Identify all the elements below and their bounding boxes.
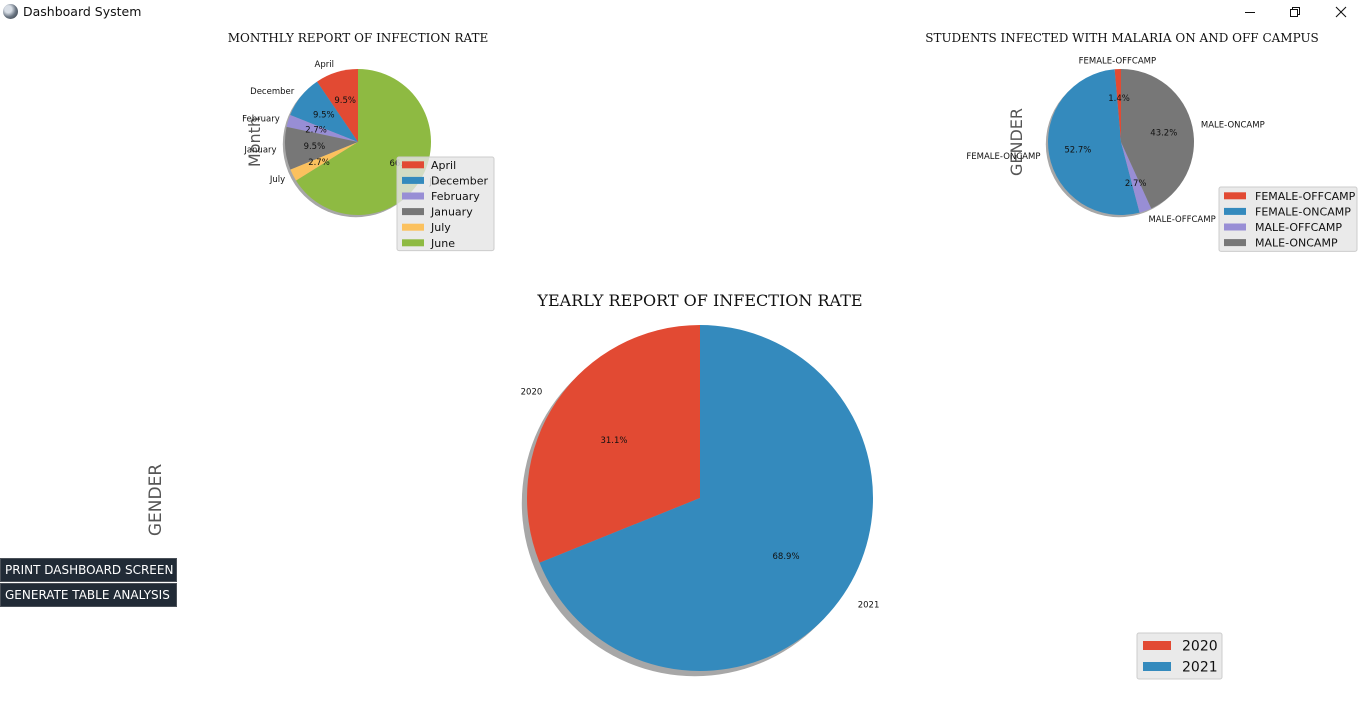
window-titlebar: Dashboard System <box>0 0 1366 24</box>
slice-label-female-oncamp: FEMALE-ONCAMP <box>966 152 1040 162</box>
gender-side-label: GENDER <box>146 464 166 536</box>
slice-label-april: April <box>315 60 334 70</box>
monthly-infection-pie-chart: MONTHLY REPORT OF INFECTION RATE Month 9.5… <box>200 28 520 263</box>
legend-swatch-december <box>402 176 424 184</box>
legend-entry-april: April <box>431 159 456 172</box>
pie-slice-male-oncamp <box>1121 69 1194 209</box>
pct-label-december: 9.5% <box>313 111 335 121</box>
legend-swatch-male-oncamp <box>1224 239 1246 247</box>
chart-title: STUDENTS INFECTED WITH MALARIA ON AND OF… <box>925 31 1319 45</box>
pie-slice-december <box>290 81 358 142</box>
pct-label-april: 9.5% <box>334 96 356 106</box>
slice-label-january: January <box>243 145 276 155</box>
pct-label-female-oncamp: 52.7% <box>1064 146 1091 156</box>
pct-label-male-oncamp: 43.2% <box>1150 129 1177 139</box>
print-dashboard-button[interactable]: PRINT DASHBOARD SCREEN <box>0 558 177 582</box>
slice-label-female-offcamp: FEMALE-OFFCAMP <box>1079 56 1157 66</box>
legend-entry-june: June <box>430 237 455 250</box>
close-button[interactable] <box>1318 0 1364 24</box>
legend-entry-july: July <box>430 221 451 234</box>
chart-legend: 2020 2021 <box>1136 632 1223 680</box>
slice-label-february: February <box>242 114 280 124</box>
legend-entry-male-offcamp: MALE-OFFCAMP <box>1255 221 1342 234</box>
chart-legend: FEMALE-OFFCAMP FEMALE-ONCAMP MALE-OFFCAMP M… <box>1218 186 1358 252</box>
legend-box <box>1218 186 1358 252</box>
legend-swatch-june <box>402 239 424 247</box>
restore-button[interactable] <box>1272 0 1318 24</box>
restore-icon <box>1290 7 1300 17</box>
pct-label-female-offcamp: 1.4% <box>1108 94 1130 104</box>
pie-slice-july <box>290 142 358 181</box>
legend-swatch-male-offcamp <box>1224 223 1246 231</box>
legend-entry-january: January <box>430 206 473 219</box>
pie-slice-male-offcamp <box>1121 142 1152 213</box>
pct-label-2021: 68.9% <box>773 552 800 562</box>
legend-entry-female-oncamp: FEMALE-ONCAMP <box>1255 205 1351 218</box>
pct-label-2020: 31.1% <box>600 436 627 446</box>
pie-slice-female-oncamp <box>1048 69 1140 216</box>
legend-swatch-female-offcamp <box>1224 192 1246 200</box>
pie-slice-female-offcamp <box>1114 69 1121 142</box>
pct-label-january: 9.5% <box>304 142 326 152</box>
legend-swatch-2020 <box>1143 641 1171 650</box>
minimize-icon <box>1245 12 1255 13</box>
pie-slice-2021 <box>539 325 873 671</box>
window-title: Dashboard System <box>23 4 142 19</box>
legend-swatch-january <box>402 208 424 216</box>
pie-slice-february <box>286 115 358 142</box>
chart-title: MONTHLY REPORT OF INFECTION RATE <box>228 31 489 45</box>
generate-table-analysis-button[interactable]: GENERATE TABLE ANALYSIS <box>0 583 177 607</box>
pie-slice-2020 <box>527 325 700 563</box>
legend-swatch-april <box>402 161 424 169</box>
minimize-button[interactable] <box>1227 0 1273 24</box>
legend-entry-2021: 2021 <box>1182 660 1218 676</box>
legend-swatch-february <box>402 192 424 200</box>
y-axis-label: Month <box>245 117 264 167</box>
legend-entry-february: February <box>431 190 480 203</box>
slice-label-2020: 2020 <box>521 388 543 398</box>
legend-swatch-july <box>402 223 424 231</box>
pct-label-male-offcamp: 2.7% <box>1125 179 1147 189</box>
pct-label-february: 2.7% <box>305 125 327 135</box>
y-axis-label: GENDER <box>1007 108 1026 176</box>
chart-title: YEARLY REPORT OF INFECTION RATE <box>536 291 862 310</box>
legend-entry-december: December <box>431 174 489 187</box>
svg-text:GENDER: GENDER <box>146 464 166 536</box>
legend-entry-2020: 2020 <box>1182 639 1218 655</box>
close-icon <box>1335 6 1347 18</box>
pct-label-june: 66. <box>390 159 404 169</box>
slice-label-july: July <box>269 175 285 185</box>
chart-legend: April December February January July June <box>396 156 495 252</box>
pie-slice-april <box>317 69 358 142</box>
slice-label-2021: 2021 <box>858 600 880 610</box>
legend-swatch-2021 <box>1143 662 1171 671</box>
legend-entry-male-oncamp: MALE-ONCAMP <box>1255 237 1338 250</box>
slice-label-male-offcamp: MALE-OFFCAMP <box>1148 215 1215 225</box>
legend-entry-female-offcamp: FEMALE-OFFCAMP <box>1255 190 1356 203</box>
app-globe-icon <box>3 4 18 19</box>
legend-swatch-female-oncamp <box>1224 207 1246 215</box>
slice-label-december: December <box>250 87 295 97</box>
pie-slice-january <box>285 126 358 170</box>
students-malaria-pie-chart: STUDENTS INFECTED WITH MALARIA ON AND OF… <box>920 28 1366 263</box>
slice-label-male-oncamp: MALE-ONCAMP <box>1201 121 1265 131</box>
pct-label-july: 2.7% <box>308 158 330 168</box>
yearly-infection-pie-chart: YEARLY REPORT OF INFECTION RATE 31.1% 2020… <box>500 285 1240 685</box>
